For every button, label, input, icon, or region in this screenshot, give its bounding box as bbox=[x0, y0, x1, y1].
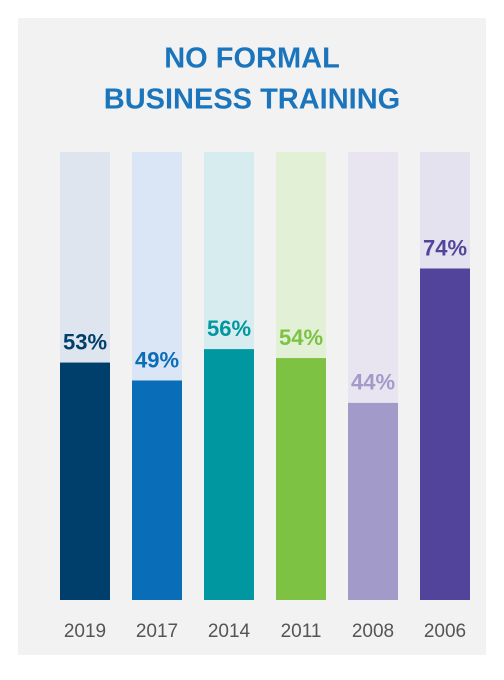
data-label: 74% bbox=[423, 235, 467, 260]
data-label: 49% bbox=[135, 347, 179, 372]
x-tick-label: 2017 bbox=[136, 621, 178, 642]
chart-title: BUSINESS TRAINING bbox=[104, 84, 400, 116]
x-tick-label: 2006 bbox=[424, 621, 466, 642]
data-label: 54% bbox=[279, 325, 323, 350]
data-label: 56% bbox=[207, 316, 251, 341]
data-label: 53% bbox=[63, 329, 107, 354]
x-tick-label: 2011 bbox=[281, 621, 322, 642]
x-tick-label: 2014 bbox=[208, 621, 251, 642]
bar bbox=[204, 349, 254, 600]
chart-title: NO FORMAL bbox=[164, 43, 340, 75]
data-label: 44% bbox=[351, 370, 395, 395]
bar bbox=[348, 402, 398, 600]
bar bbox=[132, 380, 182, 600]
bar bbox=[276, 358, 326, 600]
bar bbox=[420, 268, 470, 600]
x-tick-label: 2008 bbox=[352, 621, 394, 642]
x-tick-label: 2019 bbox=[64, 621, 106, 642]
bar bbox=[60, 362, 110, 600]
